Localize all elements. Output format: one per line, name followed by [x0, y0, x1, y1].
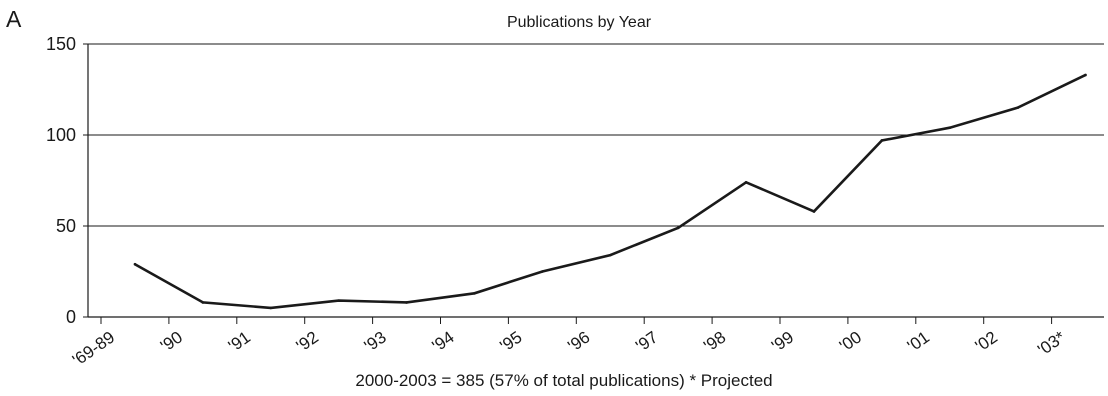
- data-point: [133, 262, 137, 266]
- data-point: [1016, 106, 1019, 109]
- x-tick-label: '92: [293, 328, 322, 356]
- x-tick-label: '98: [700, 328, 729, 356]
- series: [133, 73, 1087, 310]
- x-tick-label: '69-89: [69, 328, 118, 370]
- x-tick-label: '01: [904, 328, 933, 356]
- y-tick-label: 50: [56, 216, 76, 236]
- chart-footnote: 2000-2003 = 385 (57% of total publicatio…: [355, 371, 773, 390]
- x-tick-label: '90: [157, 328, 186, 356]
- y-tick-label: 150: [46, 34, 76, 54]
- data-point: [1084, 73, 1087, 77]
- y-tick-label: 0: [66, 307, 76, 327]
- x-tick-label: '94: [429, 328, 458, 356]
- data-point: [744, 181, 748, 184]
- data-point: [269, 306, 273, 310]
- axes: [83, 43, 1104, 324]
- x-tick-label: '00: [836, 328, 865, 356]
- x-tick-label: '03*: [1034, 327, 1069, 359]
- data-point: [201, 301, 205, 304]
- y-tick-label: 100: [46, 125, 76, 145]
- data-point: [337, 299, 340, 302]
- data-point: [541, 270, 544, 273]
- series-line: [134, 73, 1087, 310]
- data-point: [405, 301, 408, 304]
- y-tick-labels: 0 50 100 150: [46, 34, 76, 327]
- x-tick-label: '96: [564, 328, 593, 356]
- x-tick-label: '02: [972, 328, 1001, 356]
- grid-lines: [88, 43, 1104, 227]
- data-point: [948, 126, 952, 130]
- x-tick-label: '95: [497, 328, 526, 356]
- data-point: [608, 253, 612, 257]
- x-tick-label: '91: [225, 328, 254, 356]
- x-tick-label: '93: [361, 328, 390, 356]
- data-point: [676, 226, 680, 230]
- x-tick-label: '97: [632, 328, 661, 356]
- panel-label: A: [6, 6, 22, 32]
- x-tick-label: '99: [768, 328, 797, 356]
- x-tick-labels: '69-89 '90 '91 '92 '93 '94 '95 '96 '97 '98 '99 '00 '…: [69, 327, 1069, 370]
- chart-title: Publications by Year: [506, 14, 652, 31]
- data-point: [473, 292, 476, 295]
- data-point: [812, 210, 816, 213]
- data-point: [880, 139, 884, 142]
